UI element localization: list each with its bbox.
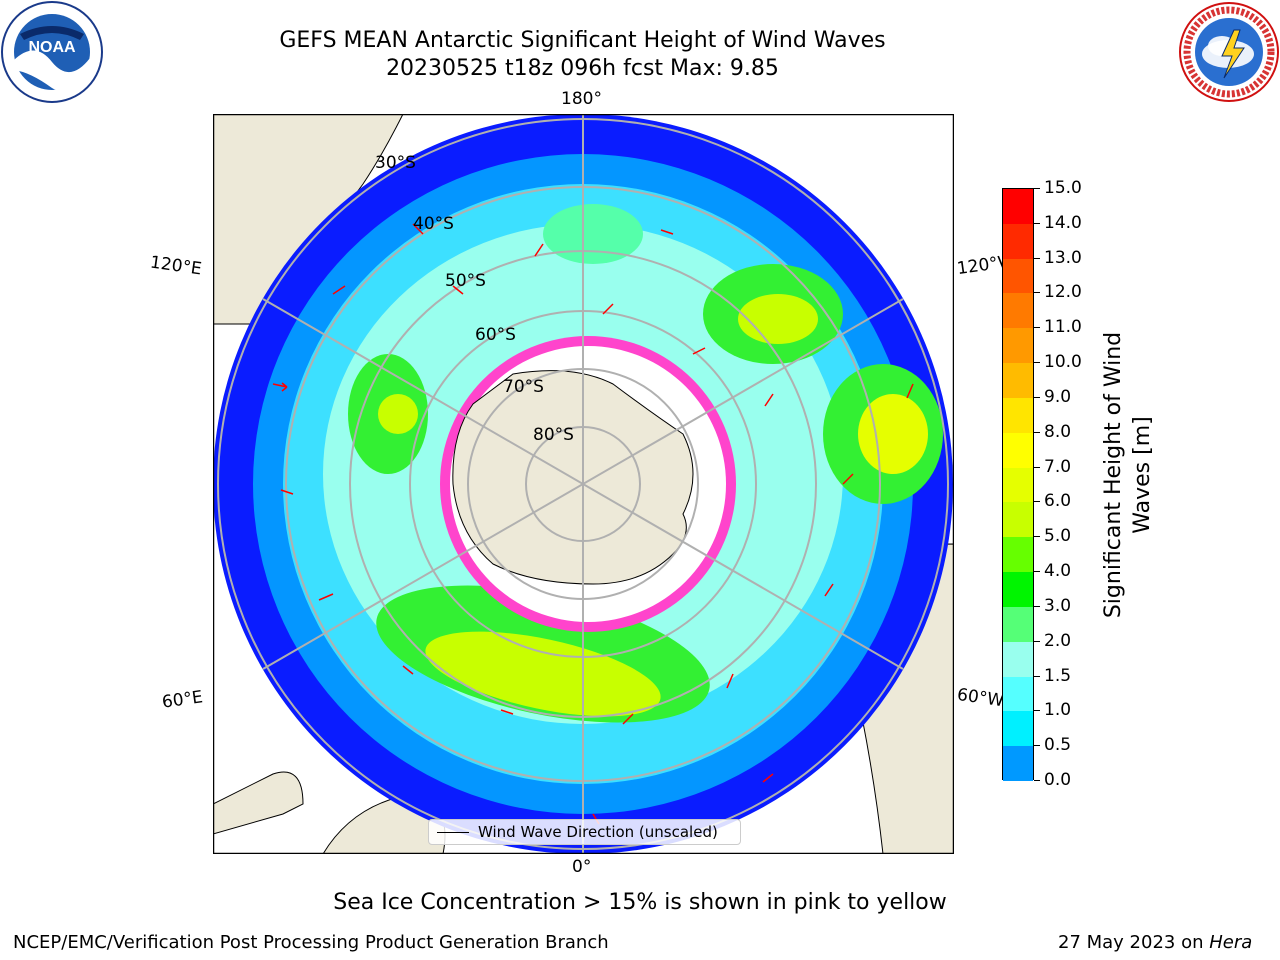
colorbar-tick-label: 6.0 bbox=[1044, 491, 1072, 512]
credit-text: NCEP/EMC/Verification Post Processing Pr… bbox=[13, 932, 609, 953]
colorbar-tick-label: 10.0 bbox=[1044, 352, 1082, 373]
sea-ice-note: Sea Ice Concentration > 15% is shown in … bbox=[333, 890, 947, 915]
lat-label-60s: 60°S bbox=[475, 325, 516, 345]
legend-line-sample bbox=[437, 832, 469, 833]
colorbar-band bbox=[1003, 641, 1033, 678]
colorbar-tick-label: 14.0 bbox=[1044, 212, 1082, 233]
colorbar-tick-mark bbox=[1034, 292, 1040, 294]
lat-label-50s: 50°S bbox=[445, 271, 486, 291]
colorbar-tick-label: 15.0 bbox=[1044, 178, 1082, 198]
colorbar-title-line1: Significant Height of Wind bbox=[1101, 332, 1126, 618]
colorbar-tick-label: 0.0 bbox=[1044, 770, 1072, 790]
colorbar-tick-mark bbox=[1034, 257, 1040, 259]
colorbar-band bbox=[1003, 363, 1033, 399]
lat-label-80s: 80°S bbox=[533, 425, 574, 445]
colorbar-tick-mark bbox=[1034, 640, 1040, 642]
colorbar-band bbox=[1003, 537, 1033, 573]
madagascar-region bbox=[213, 771, 304, 835]
colorbar-band bbox=[1003, 223, 1033, 260]
polar-map: 30°S 40°S 50°S 60°S 70°S 80°S bbox=[213, 114, 954, 854]
colorbar-tick-label: 1.5 bbox=[1044, 665, 1072, 686]
lon-label-0: 0° bbox=[572, 857, 592, 877]
colorbar-tick-mark bbox=[1034, 431, 1040, 433]
colorbar-tick-mark bbox=[1034, 780, 1040, 781]
date-text: 27 May 2023 on Hera bbox=[1058, 932, 1252, 953]
colorbar-band bbox=[1003, 676, 1033, 712]
colorbar-tick-mark bbox=[1034, 745, 1040, 747]
colorbar-tick-label: 8.0 bbox=[1044, 421, 1072, 442]
colorbar-tick-mark bbox=[1034, 188, 1040, 189]
colorbar-band bbox=[1003, 572, 1033, 608]
colorbar-tick-label: 13.0 bbox=[1044, 247, 1082, 268]
colorbar-band bbox=[1003, 328, 1033, 364]
colorbar-band bbox=[1003, 502, 1033, 538]
colorbar-band bbox=[1003, 432, 1033, 469]
colorbar-title-line2: Waves [m] bbox=[1130, 416, 1155, 533]
date-host: Hera bbox=[1209, 932, 1253, 953]
lat-label-30s: 30°S bbox=[375, 153, 416, 173]
colorbar-tick-label: 9.0 bbox=[1044, 386, 1072, 407]
chart-title: GEFS MEAN Antarctic Significant Height o… bbox=[279, 28, 886, 53]
colorbar-band bbox=[1003, 606, 1033, 643]
colorbar-tick-mark bbox=[1034, 501, 1040, 503]
date-prefix: 27 May 2023 on bbox=[1058, 932, 1210, 953]
colorbar-band bbox=[1003, 189, 1033, 225]
colorbar-tick-label: 5.0 bbox=[1044, 526, 1072, 547]
colorbar-band bbox=[1003, 467, 1033, 503]
colorbar-tick-label: 4.0 bbox=[1044, 561, 1072, 582]
lon-label-180: 180° bbox=[561, 89, 602, 109]
colorbar-tick-mark bbox=[1034, 675, 1040, 677]
colorbar-tick-mark bbox=[1034, 571, 1040, 573]
colorbar-band bbox=[1003, 293, 1033, 329]
colorbar-title: Significant Height of Wind Waves [m] bbox=[1101, 332, 1155, 618]
colorbar-band bbox=[1003, 258, 1033, 294]
colorbar-tick-label: 2.0 bbox=[1044, 630, 1072, 651]
colorbar-tick-mark bbox=[1034, 536, 1040, 538]
nws-logo bbox=[1179, 2, 1279, 102]
map-legend: Wind Wave Direction (unscaled) bbox=[428, 819, 741, 845]
lon-label-60w: 60°W bbox=[955, 684, 1005, 712]
colorbar-tick-label: 0.5 bbox=[1044, 735, 1072, 756]
legend-label: Wind Wave Direction (unscaled) bbox=[478, 823, 718, 841]
lon-label-120w: 120°W bbox=[955, 252, 1005, 280]
noaa-logo: NOAA bbox=[1, 1, 103, 103]
colorbar-tick-label: 1.0 bbox=[1044, 700, 1072, 721]
colorbar-tick-label: 11.0 bbox=[1044, 317, 1082, 338]
noaa-logo-text: NOAA bbox=[28, 39, 76, 56]
colorbar-tick-mark bbox=[1034, 222, 1040, 224]
colorbar bbox=[1002, 188, 1034, 782]
lat-label-40s: 40°S bbox=[413, 214, 454, 234]
lon-label-120e: 120°E bbox=[148, 252, 203, 280]
colorbar-tick-mark bbox=[1034, 362, 1040, 364]
colorbar-tick-mark bbox=[1034, 466, 1040, 468]
colorbar-tick-mark bbox=[1034, 327, 1040, 329]
chart-subtitle: 20230525 t18z 096h fcst Max: 9.85 bbox=[386, 56, 779, 81]
colorbar-band bbox=[1003, 711, 1033, 747]
colorbar-tick-label: 3.0 bbox=[1044, 595, 1072, 616]
lat-label-70s: 70°S bbox=[503, 377, 544, 397]
colorbar-band bbox=[1003, 746, 1033, 782]
colorbar-tick-label: 12.0 bbox=[1044, 282, 1082, 303]
colorbar-tick-mark bbox=[1034, 710, 1040, 712]
colorbar-tick-label: 7.0 bbox=[1044, 456, 1072, 477]
colorbar-tick-mark bbox=[1034, 605, 1040, 607]
colorbar-band bbox=[1003, 397, 1033, 434]
lon-label-60e: 60°E bbox=[160, 687, 205, 713]
colorbar-tick-mark bbox=[1034, 396, 1040, 398]
